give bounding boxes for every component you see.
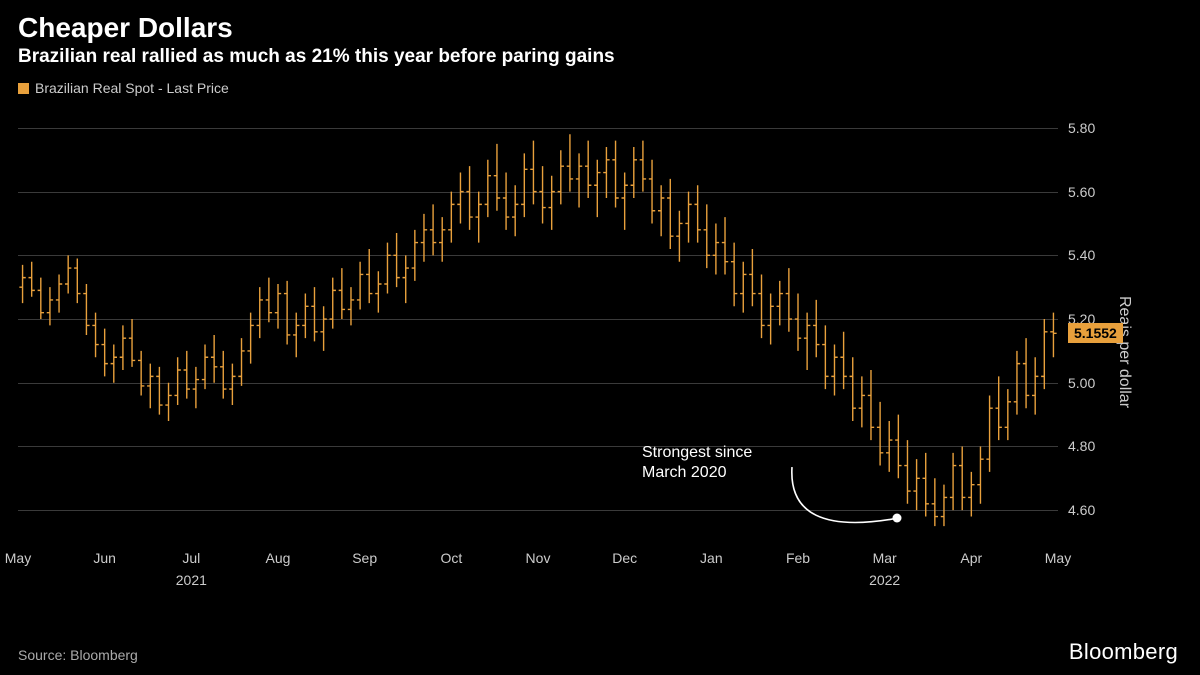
- x-tick-label: Dec: [612, 550, 637, 566]
- source-text: Source: Bloomberg: [18, 647, 138, 663]
- chart-title: Cheaper Dollars: [0, 0, 1200, 46]
- x-year-label: 2022: [869, 572, 900, 588]
- last-price-badge: 5.1552: [1068, 323, 1123, 343]
- y-axis-label: Reais per dollar: [1115, 296, 1133, 408]
- y-tick-label: 5.40: [1068, 247, 1095, 263]
- x-year-label: 2021: [176, 572, 207, 588]
- annotation-text: Strongest since March 2020: [642, 443, 752, 483]
- x-tick-label: Mar: [873, 550, 897, 566]
- brand-logo: Bloomberg: [1069, 639, 1178, 665]
- x-tick-label: Nov: [526, 550, 551, 566]
- plot-area: Strongest since March 2020: [18, 112, 1058, 542]
- annotation-curve: [18, 112, 1058, 542]
- x-tick-label: Sep: [352, 550, 377, 566]
- legend-label: Brazilian Real Spot - Last Price: [35, 80, 229, 96]
- chart-area: Strongest since March 2020 4.60 4.80 5.00 5…: [18, 112, 1118, 592]
- x-tick-label: Jun: [93, 550, 116, 566]
- x-tick-label: Aug: [266, 550, 291, 566]
- y-tick-label: 5.00: [1068, 375, 1095, 391]
- x-tick-label: Apr: [960, 550, 982, 566]
- y-tick-label: 5.60: [1068, 184, 1095, 200]
- chart-legend: Brazilian Real Spot - Last Price: [0, 76, 1200, 102]
- y-tick-label: 5.80: [1068, 120, 1095, 136]
- x-tick-label: May: [1045, 550, 1071, 566]
- x-tick-label: Feb: [786, 550, 810, 566]
- y-tick-label: 4.60: [1068, 502, 1095, 518]
- y-tick-label: 4.80: [1068, 438, 1095, 454]
- chart-subtitle: Brazilian real rallied as much as 21% th…: [0, 46, 1200, 76]
- x-tick-label: Jul: [182, 550, 200, 566]
- x-tick-label: Jan: [700, 550, 723, 566]
- x-tick-label: Oct: [440, 550, 462, 566]
- legend-swatch: [18, 83, 29, 94]
- x-tick-label: May: [5, 550, 31, 566]
- annotation-dot: [892, 514, 901, 523]
